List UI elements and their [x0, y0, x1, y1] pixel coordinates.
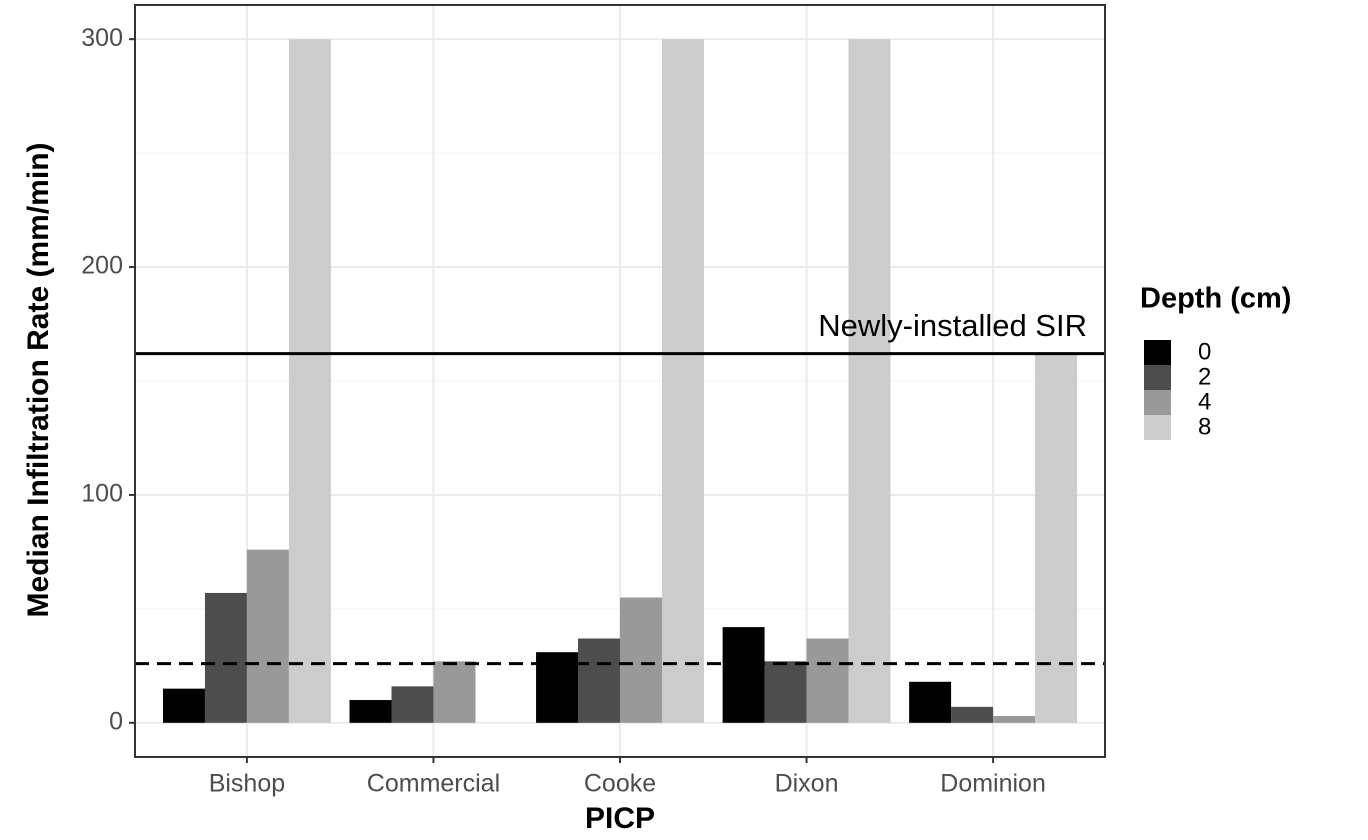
x-tick-label: Bishop	[209, 770, 285, 798]
bar	[806, 638, 849, 723]
bar	[433, 661, 476, 723]
bar	[951, 706, 994, 723]
panel-border	[134, 4, 1106, 758]
legend-label: 2	[1198, 363, 1211, 390]
bar	[1035, 353, 1078, 723]
y-tick-label: 100	[81, 480, 123, 508]
legend-key	[1144, 390, 1171, 415]
x-tick-label: Dominion	[940, 770, 1046, 798]
bar	[848, 39, 891, 723]
y-tick-label: 300	[81, 24, 123, 52]
annotation: Newly-installed SIR	[818, 308, 1087, 343]
legend-label: 0	[1198, 338, 1211, 365]
x-axis-title: PICP	[585, 802, 655, 835]
bar	[578, 638, 620, 723]
bar	[288, 39, 331, 723]
bar	[993, 715, 1036, 723]
bar	[204, 592, 247, 723]
bar	[391, 686, 434, 723]
legend-key	[1144, 340, 1171, 365]
bar	[349, 700, 392, 723]
bar	[764, 661, 807, 723]
y-axis-title: Median Infiltration Rate (mm/min)	[22, 142, 55, 617]
x-tick-label: Dixon	[775, 770, 839, 798]
x-tick-label: Cooke	[584, 770, 656, 798]
legend-title: Depth (cm)	[1140, 283, 1291, 315]
bar	[162, 688, 205, 723]
legend-label: 8	[1198, 413, 1211, 440]
bar	[661, 39, 704, 723]
legend-key	[1144, 415, 1171, 440]
bar	[246, 549, 289, 723]
y-tick-label: 0	[109, 707, 123, 735]
bar	[722, 627, 765, 723]
bar	[909, 681, 952, 723]
legend-key	[1144, 365, 1171, 390]
x-tick-label: Commercial	[367, 770, 500, 798]
bar	[620, 597, 662, 723]
legend-label: 4	[1198, 388, 1211, 415]
y-tick-label: 200	[81, 252, 123, 280]
